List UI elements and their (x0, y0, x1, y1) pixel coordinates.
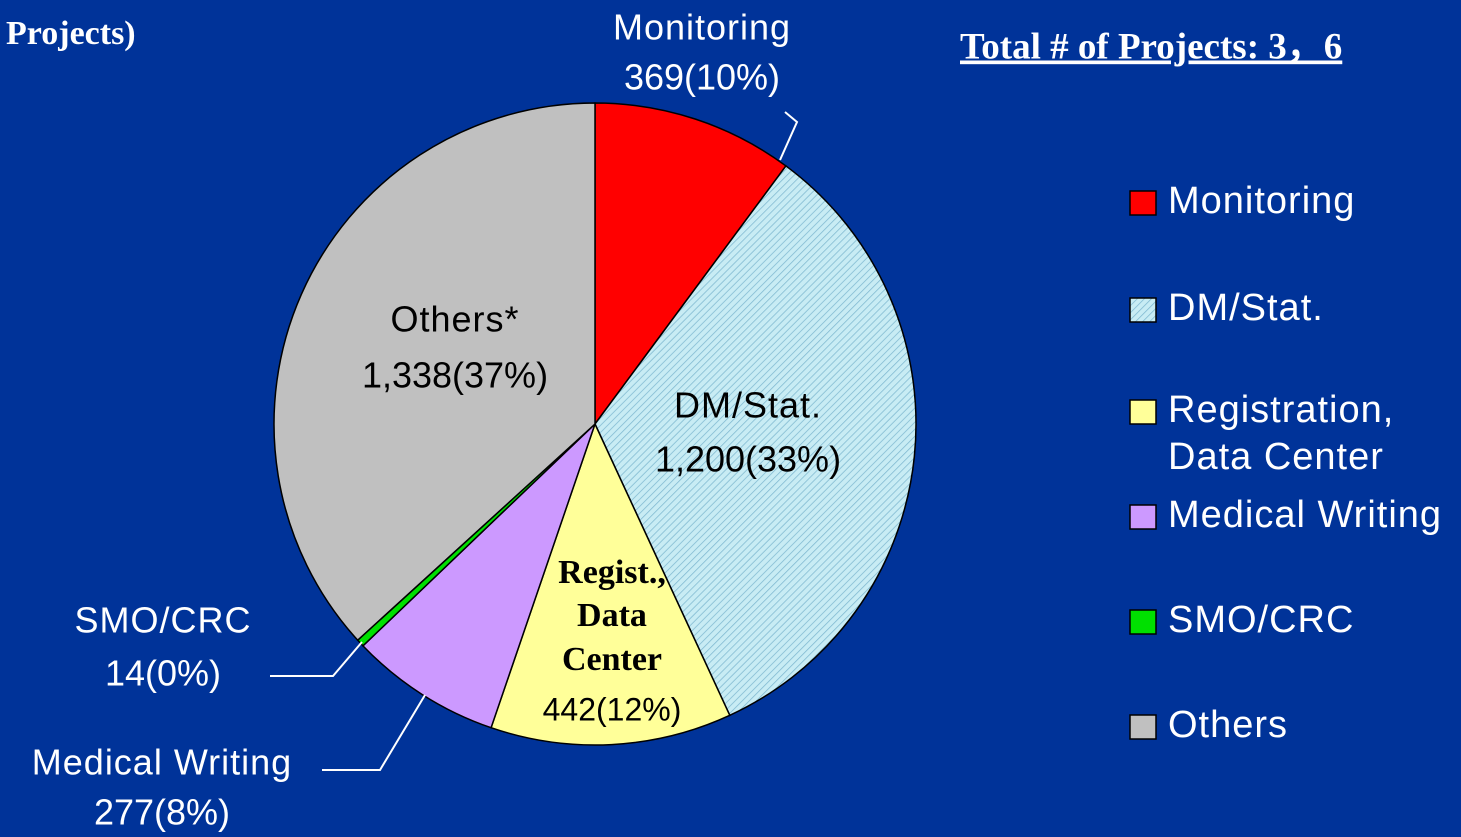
data-label: 1,200(33%) (655, 439, 841, 480)
slice-label: SMO/CRC (75, 600, 252, 641)
data-label: 1,338(37%) (362, 355, 548, 396)
data-label: 14(0%) (105, 653, 221, 694)
pie-slice (594, 164, 917, 717)
pie-slice (490, 421, 731, 746)
legend-swatch (1129, 714, 1157, 740)
pie-slice (273, 102, 596, 642)
legend-label: SMO/CRC (1168, 599, 1354, 641)
legend-label: Registration, Data Center (1168, 389, 1394, 478)
pie-slice (361, 423, 596, 729)
legend-label: DM/Stat. (1168, 287, 1324, 329)
legend-label: Medical Writing (1168, 494, 1442, 536)
chart-title: Projects) (6, 15, 136, 52)
data-label: 277(8%) (94, 792, 230, 833)
data-label: 442(12%) (543, 691, 682, 727)
legend-label: Monitoring (1168, 180, 1355, 222)
annotation: Total # of Projects: 3，6 (960, 26, 1342, 67)
slice-label: DM/Stat. (674, 385, 822, 426)
legend-label: Others (1168, 704, 1288, 746)
legend-swatch (1129, 504, 1157, 530)
legend-swatch (1129, 609, 1157, 635)
leader-line (779, 111, 799, 161)
slice-label: Monitoring (613, 7, 791, 48)
leader-line (270, 641, 363, 677)
slice-label: Others* (390, 299, 519, 340)
leader-line (322, 694, 426, 771)
slice-label: Regist., (558, 554, 666, 591)
slice-label: Data (577, 597, 647, 634)
legend-swatch (1129, 399, 1157, 425)
slice-label: Medical Writing (32, 742, 292, 783)
legend-swatch (1129, 297, 1157, 323)
data-label: 369(10%) (624, 57, 780, 98)
legend-swatch (1129, 190, 1157, 216)
pie-slice (594, 102, 787, 427)
slice-label: Center (562, 641, 662, 678)
